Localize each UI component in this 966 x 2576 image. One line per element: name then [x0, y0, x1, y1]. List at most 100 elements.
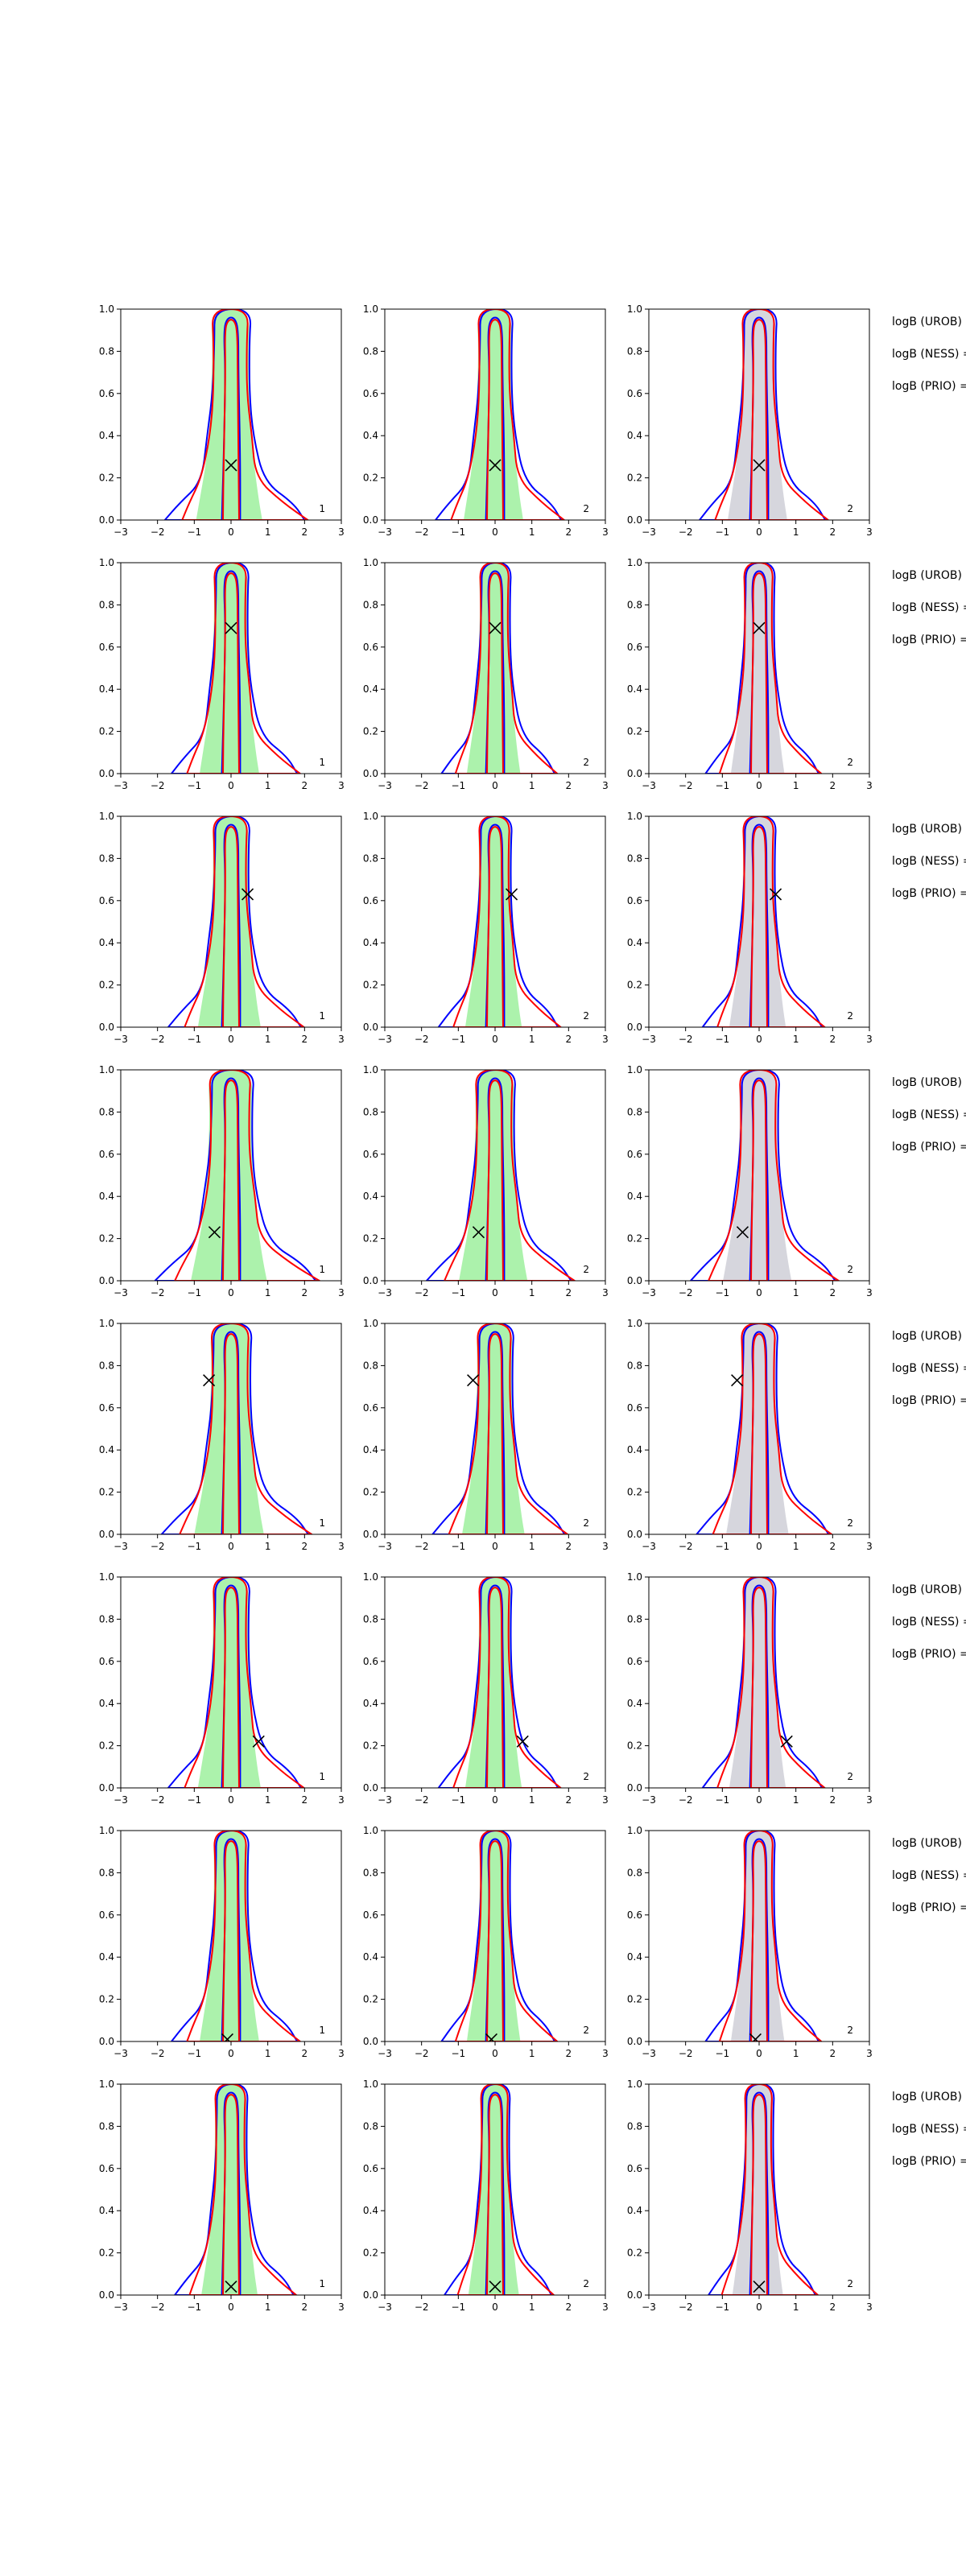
panel-number: 1 — [319, 2025, 325, 2036]
blue-outer-contour — [163, 309, 306, 520]
x-tick-label: −3 — [642, 780, 656, 791]
x-tick-label: 0 — [228, 1541, 234, 1552]
x-tick-label: −2 — [415, 526, 429, 538]
density-fill — [464, 309, 523, 520]
data-marker — [467, 1374, 480, 1387]
y-tick-label: 0.8 — [363, 2120, 378, 2132]
x-tick-label: 3 — [602, 2301, 609, 2313]
logb-label: logB (UROB) = — [892, 1076, 966, 1089]
data-marker — [749, 2033, 762, 2041]
red-inner-contour — [221, 1840, 241, 2041]
red-outer-contour — [174, 1070, 321, 1281]
density-fill — [194, 1323, 264, 1534]
panel-r4-c1: −3 −2 −1 0 1 2 3 0.0 0.2 0.4 0.6 0.8 1.0 1 — [99, 1064, 345, 1298]
panel-number: 1 — [319, 1517, 325, 1529]
y-tick-label: 0.4 — [627, 1951, 642, 1963]
red-inner-contour — [749, 1333, 769, 1534]
x-tick-label: 2 — [566, 1034, 572, 1045]
panel-r3-c2: −3 −2 −1 0 1 2 3 0.0 0.2 0.4 0.6 0.8 1.0 2 — [363, 811, 609, 1045]
blue-outer-contour — [160, 1323, 310, 1534]
y-tick-label: 1.0 — [627, 811, 642, 822]
y-tick-label: 0.4 — [99, 1444, 114, 1455]
y-tick-label: 0.6 — [363, 1909, 378, 1921]
density-fill — [462, 1323, 525, 1534]
x-tick-label: −3 — [642, 1794, 656, 1806]
data-marker — [736, 1226, 749, 1239]
density-fill — [200, 563, 259, 774]
blue-outer-contour — [431, 1323, 566, 1534]
y-tick-label: 0.4 — [99, 683, 114, 695]
red-outer-contour — [450, 309, 566, 520]
logb-label: logB (PRIO) = — [892, 1901, 966, 1914]
x-tick-label: 0 — [756, 1794, 762, 1806]
y-tick-label: 1.0 — [363, 1318, 378, 1329]
y-tick-label: 0.6 — [627, 388, 642, 399]
x-tick-label: 2 — [302, 1541, 308, 1552]
x-tick-label: −2 — [679, 1287, 693, 1298]
y-tick-label: 0.2 — [99, 1487, 114, 1498]
red-outer-contour — [186, 1831, 302, 2041]
density-fill — [464, 1577, 522, 1788]
x-tick-label: 2 — [830, 1541, 836, 1552]
x-tick-label: −3 — [642, 1287, 656, 1298]
red-outer-contour — [188, 2084, 298, 2295]
x-tick-label: 2 — [302, 1287, 308, 1298]
data-marker — [489, 2280, 502, 2293]
x-tick-label: 2 — [830, 1794, 836, 1806]
y-tick-label: 0.8 — [363, 1106, 378, 1117]
x-tick-label: 3 — [866, 526, 873, 538]
data-marker — [769, 888, 782, 901]
y-tick-label: 0.6 — [627, 1149, 642, 1160]
x-tick-label: 1 — [793, 1794, 799, 1806]
x-tick-label: 1 — [529, 526, 535, 538]
density-fill — [729, 1577, 786, 1788]
y-tick-label: 0.6 — [627, 2163, 642, 2174]
x-tick-label: 0 — [756, 1034, 762, 1045]
x-tick-label: −1 — [451, 526, 465, 538]
red-outer-contour — [456, 2084, 555, 2295]
data-marker — [516, 1735, 529, 1748]
y-tick-label: 0.4 — [363, 683, 378, 695]
y-tick-label: 1.0 — [363, 557, 378, 568]
x-tick-label: −2 — [151, 1034, 165, 1045]
panel-number: 2 — [847, 757, 853, 768]
y-tick-label: 1.0 — [99, 557, 114, 568]
red-outer-contour — [708, 1070, 840, 1281]
red-outer-contour — [454, 1831, 559, 2041]
x-tick-label: 2 — [830, 2301, 836, 2313]
y-tick-label: 0.8 — [99, 599, 114, 610]
data-marker — [780, 1735, 793, 1748]
panel-number: 2 — [583, 757, 589, 768]
y-tick-label: 0.0 — [363, 1782, 378, 1794]
x-tick-label: −2 — [679, 2301, 693, 2313]
panel-r2-c1: −3 −2 −1 0 1 2 3 0.0 0.2 0.4 0.6 0.8 1.0 1 — [99, 557, 345, 791]
x-tick-label: −2 — [151, 526, 165, 538]
y-tick-label: 0.4 — [627, 1698, 642, 1709]
panel-number: 2 — [847, 2278, 853, 2289]
x-tick-label: −3 — [114, 2048, 128, 2059]
x-tick-label: −3 — [114, 1794, 128, 1806]
panel-number: 1 — [319, 1010, 325, 1022]
logb-label: logB (UROB) = — [892, 569, 966, 582]
red-outer-contour — [452, 816, 563, 1027]
panel-number: 2 — [847, 1010, 853, 1022]
x-tick-label: −1 — [451, 1541, 465, 1552]
red-inner-contour — [221, 572, 241, 774]
y-tick-label: 1.0 — [627, 2079, 642, 2090]
data-marker — [753, 2280, 766, 2293]
panel-number: 2 — [847, 1264, 853, 1275]
red-inner-contour — [749, 826, 769, 1027]
y-tick-label: 0.2 — [99, 1994, 114, 2005]
y-tick-label: 0.4 — [627, 937, 642, 948]
y-tick-label: 0.6 — [627, 1402, 642, 1414]
x-tick-label: 2 — [566, 1541, 572, 1552]
x-tick-label: 1 — [529, 780, 535, 791]
y-tick-label: 0.6 — [363, 2163, 378, 2174]
blue-outer-contour — [425, 1070, 572, 1281]
x-tick-label: 2 — [566, 1794, 572, 1806]
data-marker — [241, 888, 254, 901]
y-tick-label: 0.6 — [363, 1656, 378, 1667]
panel-r6-c1: −3 −2 −1 0 1 2 3 0.0 0.2 0.4 0.6 0.8 1.0 1 — [99, 1571, 345, 1806]
x-tick-label: 3 — [602, 1287, 609, 1298]
y-tick-label: 0.2 — [363, 1233, 378, 1245]
